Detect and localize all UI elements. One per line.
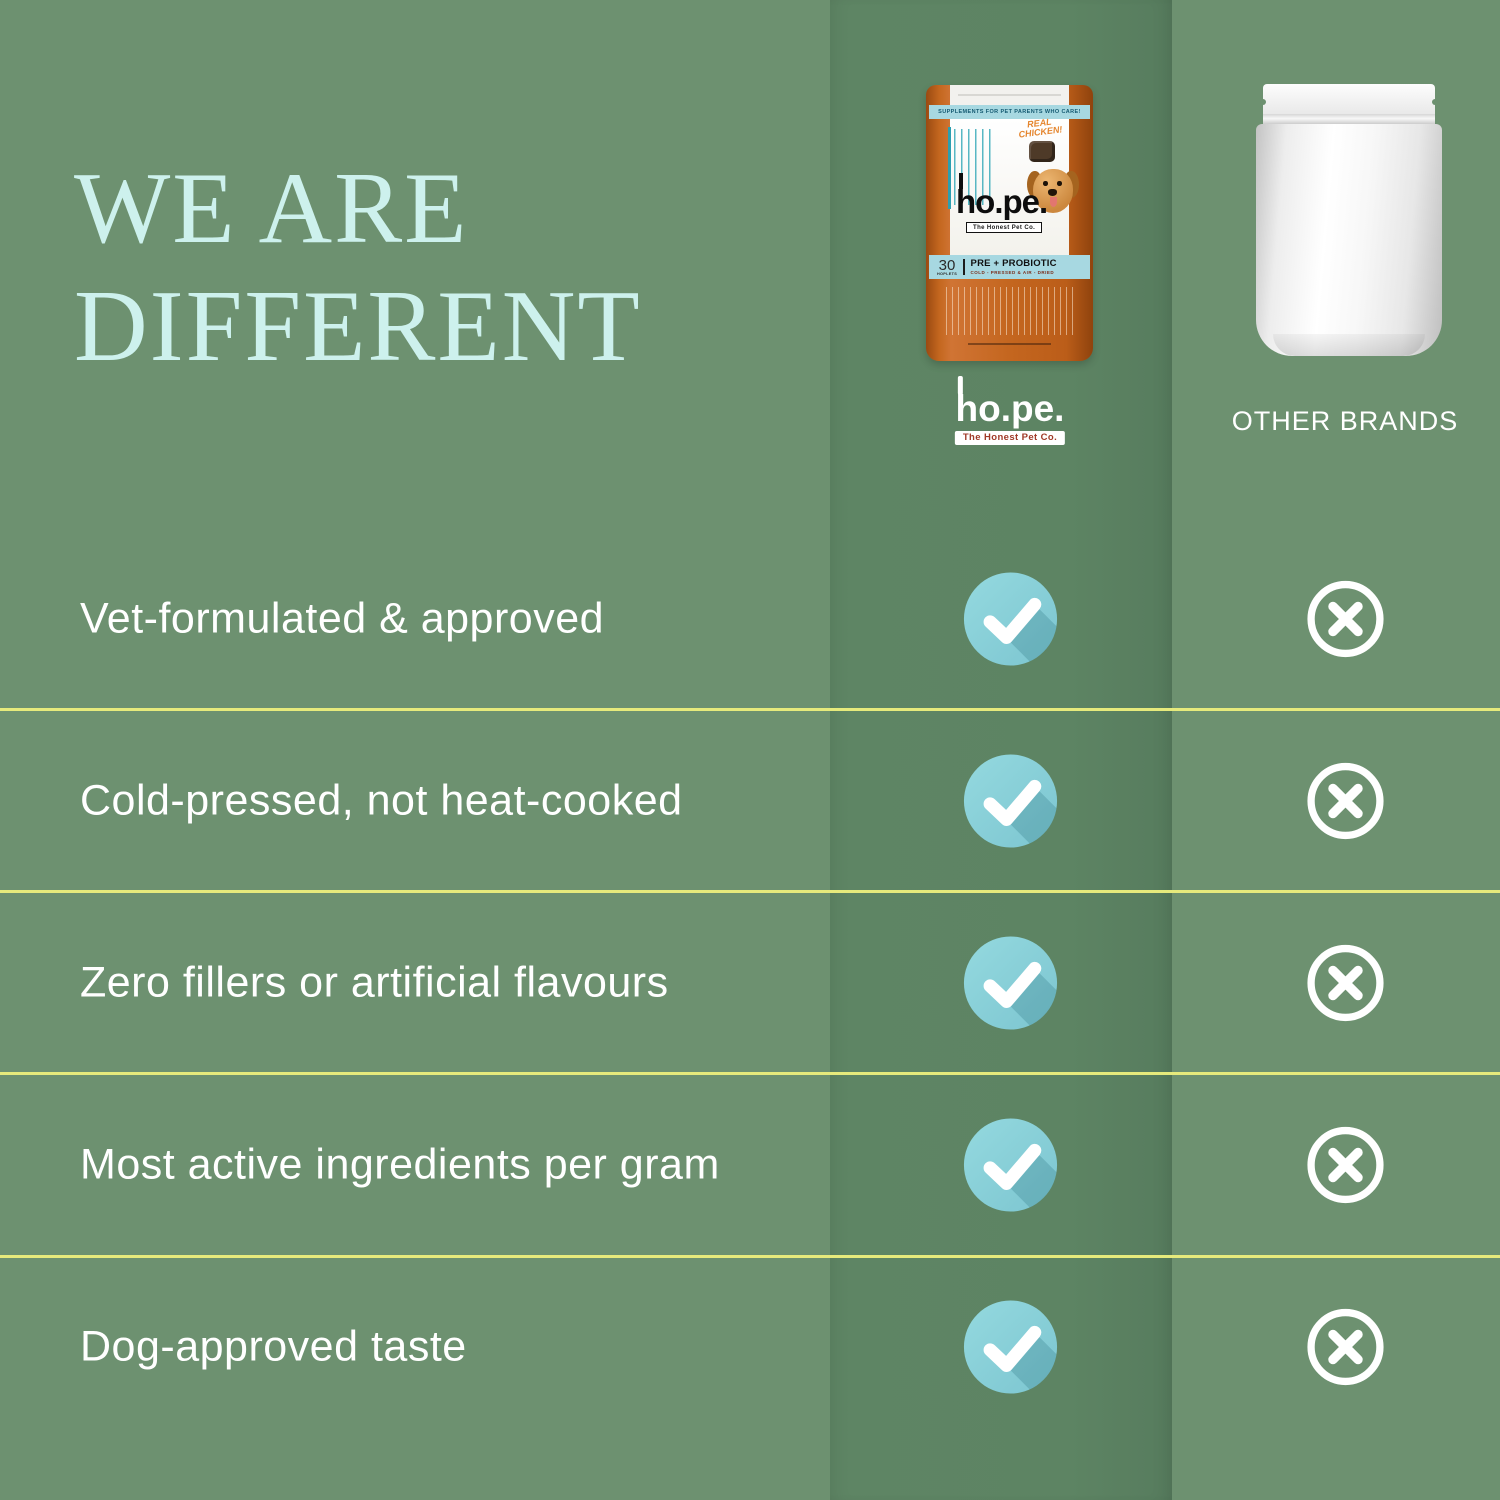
- title-line-2: DIFFERENT: [74, 270, 642, 384]
- process-line: COLD - PRESSED & AIR - DRIED: [970, 269, 1055, 275]
- pouch-gusset: [1272, 334, 1426, 356]
- tear-notch: [1260, 99, 1266, 105]
- feature-label: Dog-approved taste: [80, 1322, 467, 1371]
- dog-nose: [1048, 189, 1057, 196]
- cross-icon: [1305, 761, 1386, 842]
- comparison-row: Vet-formulated & approved: [0, 528, 1500, 710]
- check-icon: [962, 571, 1059, 668]
- feature-label: Vet-formulated & approved: [80, 594, 605, 643]
- pouch-top-banner: SUPPLEMENTS FOR PET PARENTS WHO CARE!: [929, 105, 1090, 119]
- dog-eye: [1043, 181, 1048, 186]
- pouch-body: [1256, 124, 1442, 356]
- pouch-label-panel: REAL CHICKEN! ho.pe. The Honest Pet Co.: [948, 116, 1079, 255]
- other-brands-pouch: [1256, 84, 1442, 356]
- fine-print-text: [954, 129, 994, 205]
- title-line-1: WE ARE: [74, 152, 469, 265]
- cross-icon: [1305, 943, 1386, 1024]
- other-brands-label: OTHER BRANDS: [1231, 406, 1459, 436]
- pouch-product-banner: 30 HOPLETS PRE + PROBIOTIC COLD - PRESSE…: [929, 255, 1090, 279]
- dog-eye: [1057, 181, 1062, 186]
- pouch-cap: [1260, 84, 1438, 114]
- dog-tongue: [1050, 197, 1057, 207]
- row-divider: [0, 1072, 1500, 1075]
- package-logo: ho.pe.: [956, 173, 1048, 220]
- bottom-fine-print: [946, 287, 1073, 335]
- fine-print-heading: [948, 127, 951, 209]
- treat-photo: [1029, 141, 1055, 162]
- tear-notch: [1432, 99, 1438, 105]
- check-icon: [962, 1117, 1059, 1214]
- net-weight-line: [967, 343, 1052, 345]
- seal-line: [958, 94, 1061, 96]
- product-line: PRE + PROBIOTIC: [970, 257, 1057, 269]
- check-icon: [962, 753, 1059, 850]
- feature-label: Cold-pressed, not heat-cooked: [80, 776, 683, 825]
- pouch-zipper: [1263, 114, 1435, 124]
- page-title: WE ARE DIFFERENT: [74, 150, 642, 387]
- product-name-block: PRE + PROBIOTIC COLD - PRESSED & AIR - D…: [970, 257, 1057, 275]
- feature-label: Zero fillers or artificial flavours: [80, 958, 669, 1007]
- comparison-row: Dog-approved taste: [0, 1256, 1500, 1438]
- check-icon: [962, 1299, 1059, 1396]
- hope-product-pouch: SUPPLEMENTS FOR PET PARENTS WHO CARE! RE…: [926, 85, 1093, 361]
- cross-icon: [1305, 1125, 1386, 1206]
- check-icon: [962, 935, 1059, 1032]
- count-unit: HOPLETS: [937, 271, 958, 276]
- brand-logo-text: ho.pe.: [955, 376, 1065, 429]
- feature-label: Most active ingredients per gram: [80, 1140, 720, 1189]
- cross-icon: [1305, 579, 1386, 660]
- hoplet-count: 30 HOPLETS: [937, 258, 957, 277]
- row-divider: [0, 708, 1500, 711]
- brand-logo-tagline: The Honest Pet Co.: [954, 430, 1066, 445]
- count-number: 30: [938, 256, 956, 274]
- brand-logo: ho.pe. The Honest Pet Co.: [954, 376, 1066, 445]
- pouch-top-seal: [950, 85, 1069, 105]
- dog-photo: [1025, 163, 1079, 219]
- comparison-row: Most active ingredients per gram: [0, 1074, 1500, 1256]
- package-logo-tagline: The Honest Pet Co.: [966, 222, 1043, 233]
- row-divider: [0, 1255, 1500, 1258]
- cross-icon: [1305, 1307, 1386, 1388]
- fine-print-gap: [1006, 287, 1014, 335]
- banner-separator: [963, 259, 965, 275]
- comparison-row: Zero fillers or artificial flavours: [0, 892, 1500, 1074]
- real-chicken-badge: REAL CHICKEN!: [1018, 116, 1063, 141]
- row-divider: [0, 890, 1500, 893]
- comparison-row: Cold-pressed, not heat-cooked: [0, 710, 1500, 892]
